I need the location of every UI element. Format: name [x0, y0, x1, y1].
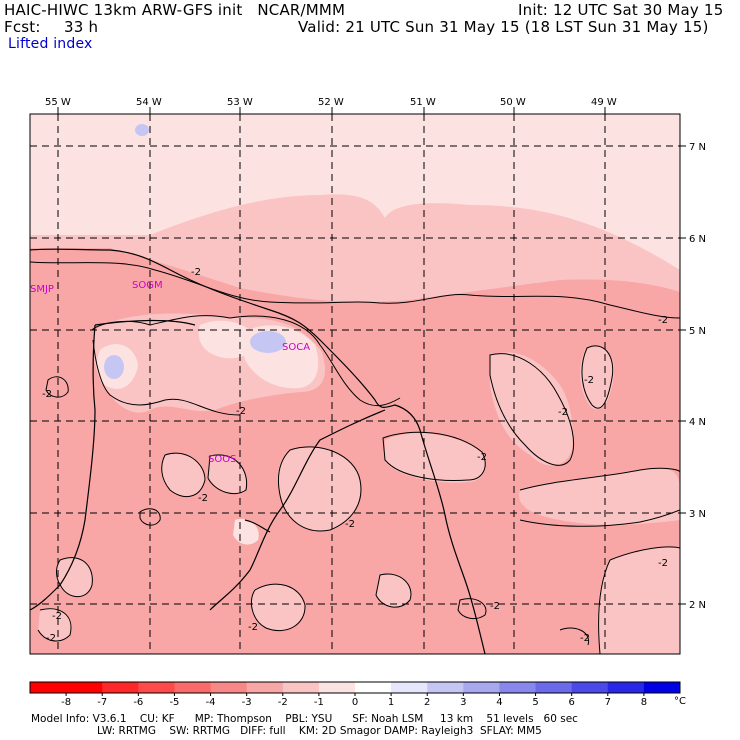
colorbar-swatch [102, 682, 139, 693]
lat-label: 3 N [689, 509, 706, 520]
colorbar-swatch [66, 682, 103, 693]
contour-label: -2 [490, 601, 500, 612]
colorbar-label: 1 [388, 697, 394, 708]
axis-ticks [57, 107, 686, 605]
colorbar-label: -2 [278, 697, 288, 708]
model-info-line1: Model Info: V3.6.1 CU: KF MP: Thompson P… [31, 713, 578, 725]
colorbar-swatch [499, 682, 537, 693]
colorbar-label: -1 [314, 697, 324, 708]
colorbar-swatch [318, 682, 356, 693]
latitude-labels: 7 N 6 N 5 N 4 N 3 N 2 N [689, 142, 706, 611]
lon-label: 55 W [45, 97, 71, 108]
station-soca: SOCA [282, 342, 310, 353]
colorbar-label: -6 [133, 697, 143, 708]
colorbar-label: -4 [206, 697, 216, 708]
model-info-line2: LW: RRTMG SW: RRTMG DIFF: full KM: 2D Sm… [97, 725, 542, 737]
colorbar-swatch [643, 682, 681, 693]
longitude-labels: 55 W 54 W 53 W 52 W 51 W 50 W 49 W [45, 97, 617, 108]
coastlines-borders [30, 248, 486, 654]
lat-label: 7 N [689, 142, 706, 153]
colorbar-label: 8 [641, 697, 647, 708]
contour-label: -2 [248, 622, 258, 633]
lat-label: 6 N [689, 234, 706, 245]
lon-label: 51 W [410, 97, 436, 108]
contour-label: -2 [580, 633, 590, 644]
forecast-hour: 33 h [64, 18, 99, 36]
colorbar-swatch [246, 682, 284, 693]
contour-labels: -2 -2 -2 -2 -2 -2 -2 -2 -2 -2 -2 -2 -2 -… [42, 267, 668, 644]
colorbar: -8 -7 -6 -5 -4 -3 -2 -1 0 1 2 3 4 5 6 7 8 °C [29, 681, 686, 708]
colorbar-swatch [535, 682, 573, 693]
contour-label: -2 [345, 519, 355, 530]
map-frame [29, 113, 681, 655]
colorbar-swatch [607, 682, 645, 693]
colorbar-swatch [210, 682, 248, 693]
colorbar-label: -8 [61, 697, 71, 708]
lat-label: 2 N [689, 600, 706, 611]
contour-label: -2 [191, 267, 201, 278]
colorbar-swatch [282, 682, 320, 693]
station-soos: SOOS [208, 454, 236, 465]
contour-label: -2 [236, 406, 246, 417]
colorbar-unit: °C [674, 696, 686, 707]
init-time: Init: 12 UTC Sat 30 May 15 [518, 1, 724, 19]
lon-label: 49 W [591, 97, 617, 108]
colorbar-swatch [174, 682, 212, 693]
colorbar-label: 0 [352, 697, 358, 708]
colorbar-label: 6 [568, 697, 574, 708]
contour-label: -2 [477, 452, 487, 463]
contour-label: -2 [42, 389, 52, 400]
field-name: Lifted index [8, 36, 93, 52]
lon-label: 53 W [227, 97, 253, 108]
model-title: HAIC-HIWC 13km ARW-GFS init NCAR/MMM [4, 1, 346, 19]
colorbar-swatch [571, 682, 609, 693]
colorbar-label: 5 [532, 697, 538, 708]
colorbar-label: 3 [460, 697, 466, 708]
shaded-field: -2 -2 -2 -2 -2 -2 -2 -2 -2 -2 -2 -2 -2 -… [30, 114, 680, 654]
contour-label: -2 [558, 407, 568, 418]
colorbar-swatch [463, 682, 500, 693]
colorbar-swatch [427, 682, 464, 693]
contour-label: -2 [46, 633, 56, 644]
lat-label: 5 N [689, 326, 706, 337]
colorbar-swatch [391, 682, 428, 693]
forecast-label: Fcst: [4, 18, 41, 36]
colorbar-swatch [30, 682, 67, 693]
station-smjp: SMJP [30, 284, 54, 295]
lat-label: 4 N [689, 417, 706, 428]
colorbar-swatch [138, 682, 175, 693]
station-labels: SMJP SOGM SOCA SOOS [30, 280, 310, 465]
contour-label: -2 [584, 375, 594, 386]
valid-time: Valid: 21 UTC Sun 31 May 15 (18 LST Sun … [298, 18, 709, 36]
lon-label: 50 W [500, 97, 526, 108]
colorbar-swatch [355, 682, 392, 693]
colorbar-label: 2 [424, 697, 430, 708]
lon-label: 52 W [318, 97, 344, 108]
shading-medium [30, 248, 680, 654]
colorbar-label: 4 [496, 697, 502, 708]
lat-lon-grid [30, 114, 680, 654]
colorbar-label: -3 [242, 697, 252, 708]
contour-label: -2 [52, 611, 62, 622]
lon-label: 54 W [136, 97, 162, 108]
colorbar-label: -7 [97, 697, 107, 708]
shading-blue-spots [104, 124, 286, 379]
contour-lines [30, 261, 680, 654]
colorbar-label: -5 [169, 697, 179, 708]
contour-label: -2 [658, 315, 668, 326]
contour-label: -2 [658, 558, 668, 569]
station-sogm: SOGM [132, 280, 163, 291]
contour-label: -2 [198, 493, 208, 504]
colorbar-label: 7 [605, 697, 611, 708]
